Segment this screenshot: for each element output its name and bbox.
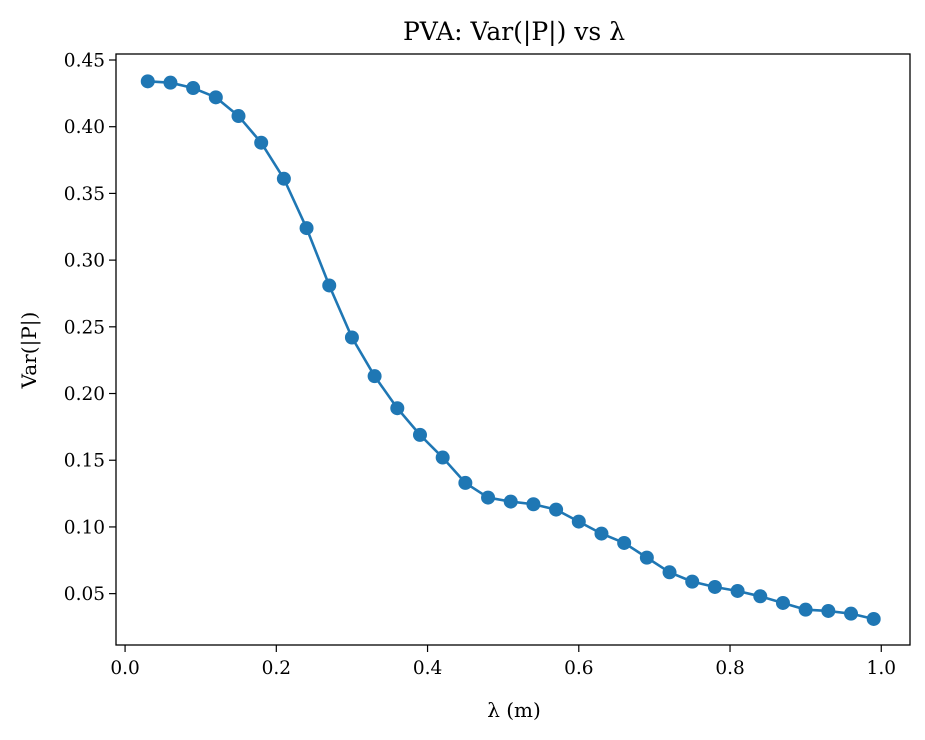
data-point <box>435 450 450 465</box>
series-path <box>147 80 874 621</box>
y-tick-label: 0.25 <box>64 317 105 338</box>
x-tick-label: 1.0 <box>867 658 896 679</box>
data-point <box>344 330 359 345</box>
data-point <box>299 221 314 236</box>
data-point <box>685 574 700 589</box>
data-point <box>526 497 541 512</box>
data-point <box>866 611 881 626</box>
data-point <box>617 535 632 550</box>
data-point <box>503 494 518 509</box>
data-point <box>208 90 223 105</box>
data-point <box>821 603 836 618</box>
y-tick-label: 0.20 <box>64 384 105 405</box>
data-point <box>231 109 246 124</box>
y-tick-label: 0.40 <box>64 117 105 138</box>
y-tick-label: 0.15 <box>64 451 105 472</box>
data-point <box>639 550 654 565</box>
y-tick-label: 0.10 <box>64 517 105 538</box>
data-point <box>571 514 586 529</box>
y-tick-label: 0.35 <box>64 184 105 205</box>
data-point <box>367 369 382 384</box>
y-axis: 0.05 0.10 0.15 0.20 0.25 0.30 0.35 0.40 0.45 <box>64 51 116 605</box>
x-axis: 0.0 0.2 0.4 0.6 0.8 1.0 <box>110 645 896 679</box>
data-point <box>412 427 427 442</box>
x-tick-label: 0.0 <box>110 658 139 679</box>
data-point <box>753 589 768 604</box>
data-point <box>458 475 473 490</box>
data-point <box>390 401 405 416</box>
data-point <box>730 583 745 598</box>
x-tick-label: 0.2 <box>262 658 291 679</box>
y-tick-label: 0.45 <box>64 51 105 72</box>
data-point <box>276 171 291 186</box>
data-point <box>254 135 269 150</box>
data-point <box>163 75 178 90</box>
data-point <box>549 502 564 517</box>
x-axis-label: λ (m) <box>487 698 541 722</box>
data-point <box>707 579 722 594</box>
data-point <box>775 595 790 610</box>
chart-title: PVA: Var(|P|) vs λ <box>403 17 625 47</box>
y-tick-label: 0.05 <box>64 584 105 605</box>
x-tick-label: 0.4 <box>413 658 442 679</box>
data-point <box>322 278 337 293</box>
data-point <box>594 526 609 541</box>
y-axis-label: Var(|P|) <box>17 312 42 390</box>
data-point <box>844 606 859 621</box>
x-tick-label: 0.6 <box>564 658 593 679</box>
plot-area: 0.0 0.2 0.4 0.6 0.8 1.0 0.050.100.150.200.250… <box>64 51 911 679</box>
data-point <box>662 565 677 580</box>
series-line <box>140 74 881 626</box>
data-point <box>481 490 496 505</box>
data-point <box>186 81 201 96</box>
plot-frame <box>115 53 911 646</box>
data-point <box>140 74 155 89</box>
data-point <box>798 602 813 617</box>
y-tick-label: 0.30 <box>64 251 105 272</box>
x-tick-label: 0.8 <box>715 658 744 679</box>
